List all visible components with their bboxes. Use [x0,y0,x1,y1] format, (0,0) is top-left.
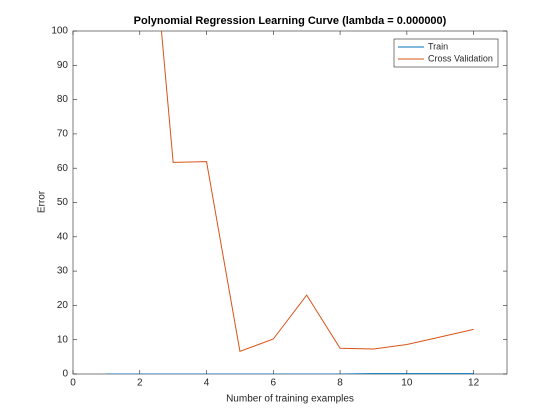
x-tick-label: 6 [271,378,277,389]
x-tick-label: 4 [204,378,210,389]
plot-area [72,30,508,375]
x-tick-label: 10 [401,378,413,389]
y-tick-label: 30 [57,266,69,277]
x-tick-label: 12 [468,378,480,389]
y-tick-label: 10 [57,334,69,345]
y-tick-label: 50 [57,197,69,208]
legend-label: Train [428,41,448,51]
x-tick-label: 2 [137,378,143,389]
plot-lines [106,31,474,374]
y-tick-label: 20 [57,300,69,311]
chart-title: Polynomial Regression Learning Curve (la… [134,15,447,27]
y-tick-label: 90 [57,60,69,71]
x-axis-label: Number of training examples [226,394,354,405]
legend-label: Cross Validation [428,53,493,63]
series-line [160,31,474,353]
y-axis-label: Error [37,190,48,213]
x-tick-label: 0 [70,378,76,389]
legend-box [393,38,499,68]
y-tick-label: 80 [57,94,69,105]
y-tick-label: 100 [51,26,68,37]
y-tick-label: 40 [57,231,69,242]
x-tick-label: 8 [337,378,343,389]
y-tick-label: 70 [57,129,69,140]
y-tick-label: 60 [57,163,69,174]
y-tick-label: 0 [62,369,68,380]
